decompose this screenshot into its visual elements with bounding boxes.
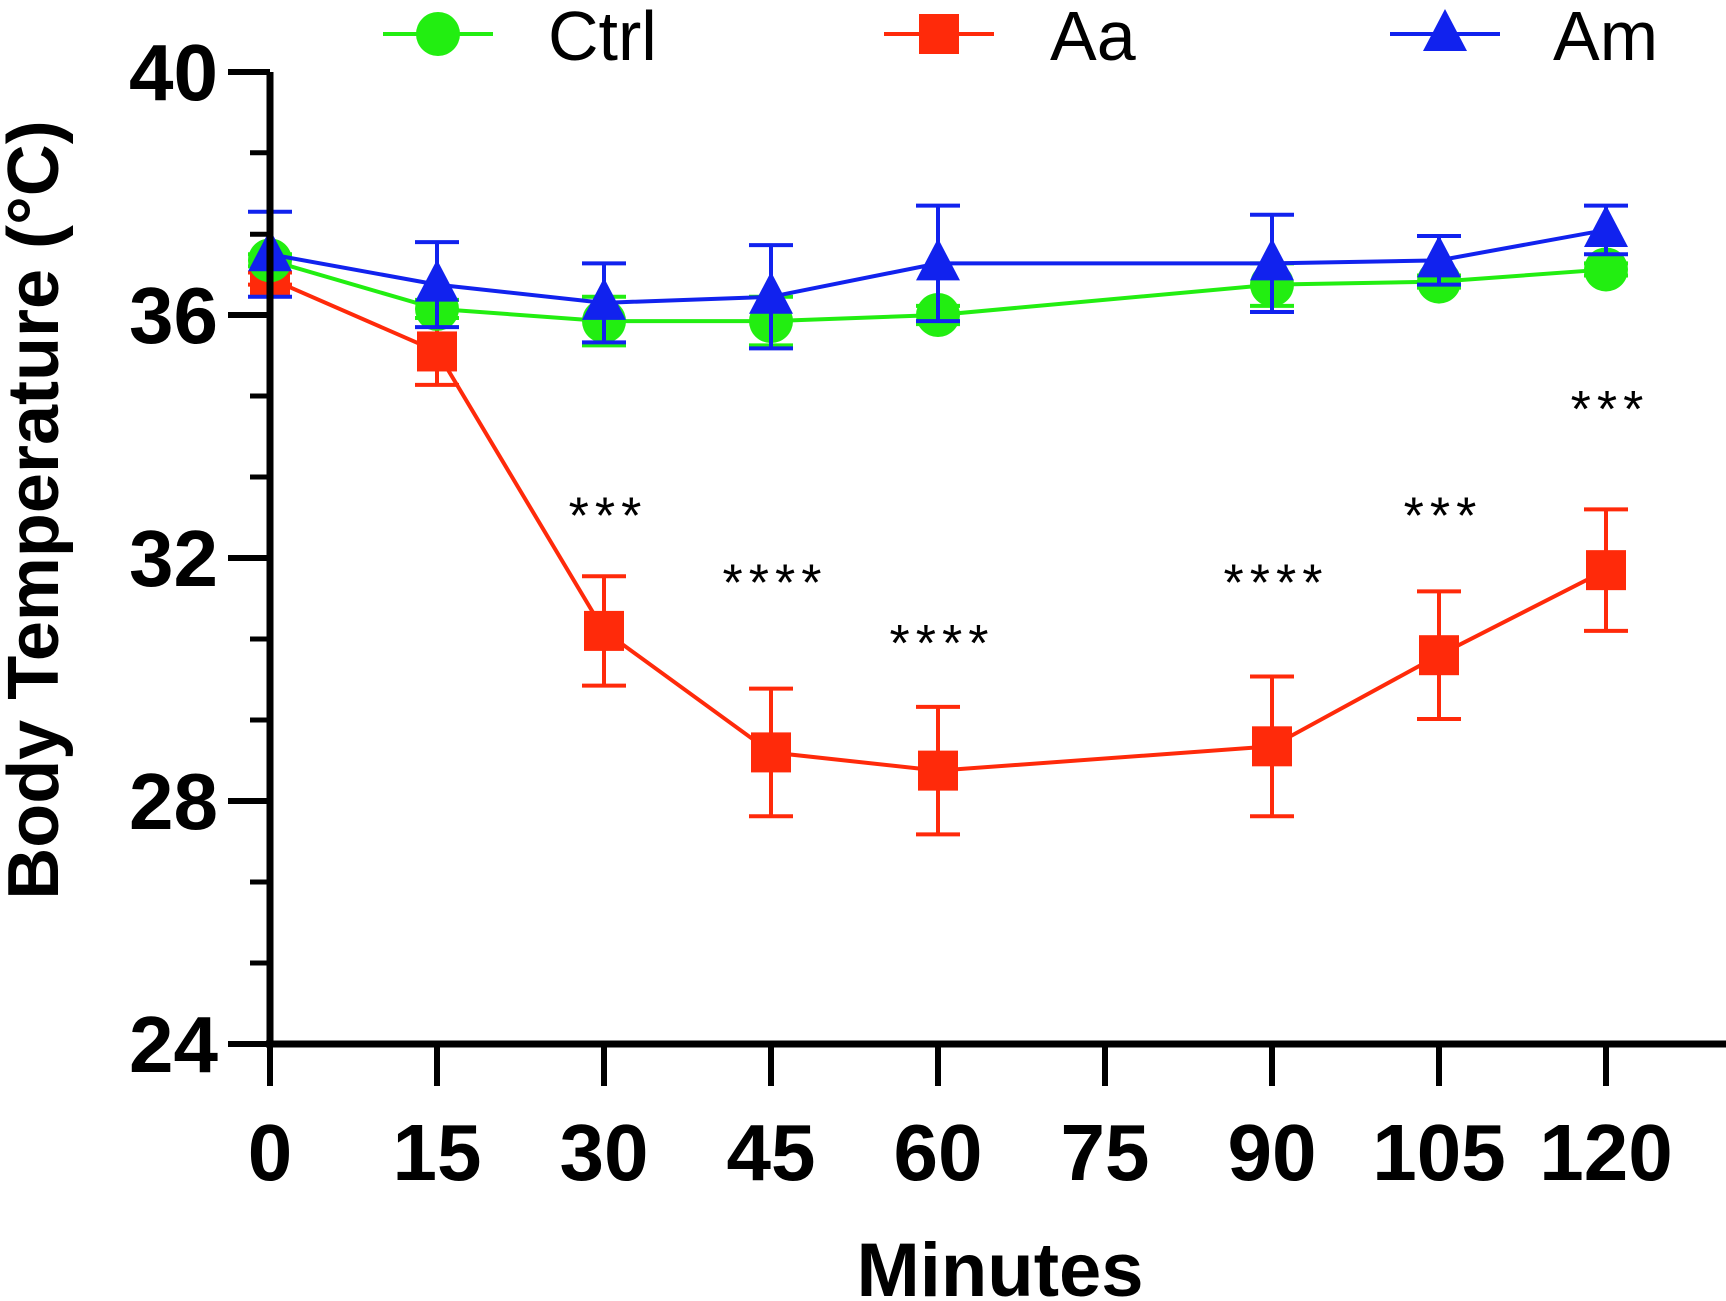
series-aa (248, 258, 1628, 837)
legend-label: Am (1553, 0, 1658, 75)
data-point (918, 750, 958, 791)
x-tick-label: 90 (1228, 1108, 1317, 1197)
data-point (1584, 204, 1628, 247)
y-tick-label: 32 (129, 514, 218, 603)
x-tick-label: 45 (727, 1108, 816, 1197)
x-tick-label: 105 (1372, 1108, 1505, 1197)
legend: Ctrl Aa Am (383, 0, 1658, 75)
data-point (582, 277, 626, 320)
legend-label: Aa (1050, 0, 1136, 75)
y-axis-label: Body Temperature (°C) (0, 120, 74, 900)
series-line (269, 258, 1607, 324)
significance-label: **** (890, 615, 995, 673)
data-point (1252, 726, 1292, 767)
legend-marker (416, 12, 460, 56)
legend-label: Ctrl (548, 0, 657, 75)
ticks: 24 28 32 36 40 0 15 30 45 60 75 90 105 120 (129, 28, 1673, 1197)
x-tick-label: 60 (894, 1108, 983, 1197)
significance-label: *** (1404, 487, 1483, 545)
data-point (751, 732, 791, 773)
data-point (1419, 635, 1459, 676)
annotations: ********************* (569, 381, 1650, 673)
series-layer (248, 203, 1628, 837)
x-tick-label: 0 (248, 1108, 293, 1197)
x-tick-label: 15 (393, 1108, 482, 1197)
significance-label: **** (1224, 554, 1329, 612)
legend-item-am: Am (1390, 0, 1658, 75)
y-tick-label: 40 (129, 28, 218, 117)
data-point (1584, 247, 1628, 292)
significance-label: **** (723, 554, 828, 612)
data-point (916, 238, 960, 281)
x-axis-label: Minutes (856, 1228, 1143, 1301)
data-point (749, 271, 793, 314)
legend-item-ctrl: Ctrl (383, 0, 657, 75)
data-point (415, 259, 459, 302)
data-point (1417, 235, 1461, 278)
axes (266, 72, 1726, 1048)
y-tick-label: 24 (129, 1000, 218, 1089)
significance-label: *** (1571, 381, 1650, 439)
legend-marker (919, 14, 959, 54)
data-point (1250, 238, 1294, 281)
data-point (584, 610, 624, 651)
series-line (269, 276, 1607, 773)
significance-label: *** (569, 487, 648, 545)
x-tick-label: 75 (1061, 1108, 1150, 1197)
series-line (269, 227, 1607, 305)
legend-item-aa: Aa (884, 0, 1136, 75)
legend-marker (1423, 9, 1467, 51)
x-tick-label: 120 (1539, 1108, 1672, 1197)
x-tick-label: 30 (560, 1108, 649, 1197)
y-tick-label: 28 (129, 757, 218, 846)
data-point (417, 331, 457, 372)
data-point (1586, 550, 1626, 591)
series-am (248, 203, 1628, 351)
y-tick-label: 36 (129, 271, 218, 360)
